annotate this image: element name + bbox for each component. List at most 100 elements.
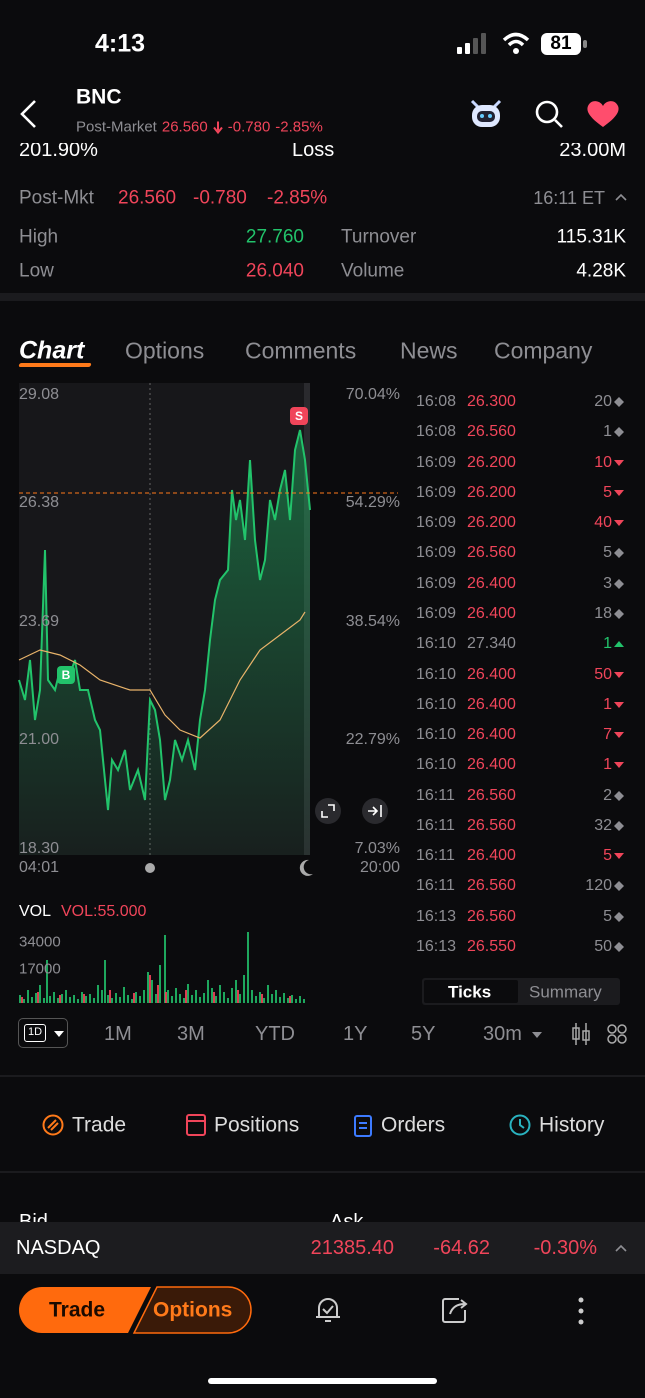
action[interactable]: Trade [72, 1113, 127, 1137]
share-icon[interactable] [441, 1296, 469, 1324]
more-icon[interactable] [577, 1296, 585, 1326]
tick-direction-shape [614, 489, 624, 496]
tick-direction [614, 942, 624, 953]
time-label: 20:00 [359, 859, 400, 876]
symbol: BNC [76, 85, 122, 109]
assistant-icon[interactable] [469, 97, 503, 129]
tick-price: 26.400 [467, 604, 516, 622]
period-selector[interactable] [18, 1018, 68, 1048]
price-label: 21.00 [19, 731, 60, 748]
tick-time: 16:09 [416, 514, 457, 532]
tick-direction-shape [614, 641, 624, 648]
tick-price: 26.400 [467, 665, 516, 683]
stat-value: 4.28K [576, 260, 626, 282]
period[interactable]: 1Y [343, 1023, 368, 1045]
tick-time: 16:11 [416, 847, 455, 865]
tab[interactable]: Options [125, 337, 205, 364]
tab[interactable]: Company [494, 337, 593, 364]
signal-icon [457, 33, 486, 54]
tick-time: 16:10 [416, 665, 457, 683]
tick-price: 26.300 [467, 393, 516, 410]
sell-marker[interactable]: S [290, 407, 308, 425]
options-button[interactable]: Options [153, 1298, 233, 1322]
tick-direction-shape [614, 911, 624, 922]
header-quote: Post-Market 26.560 -0.780 -2.85% [76, 119, 323, 136]
tick-price: 26.400 [467, 847, 516, 865]
price-label: 18.30 [19, 840, 60, 857]
index-bar[interactable] [0, 1222, 645, 1274]
tick-direction-shape [614, 548, 624, 559]
tick-size: 1 [603, 423, 612, 441]
price-label: 23.69 [19, 613, 60, 630]
ticks-tab[interactable]: Summary [529, 982, 602, 1002]
tick-direction-shape [614, 397, 624, 407]
tick-time: 16:11 [416, 877, 455, 895]
header-bg [0, 0, 645, 143]
history-icon [509, 1114, 531, 1136]
period[interactable]: 5Y [411, 1023, 436, 1045]
tab[interactable]: Comments [245, 337, 357, 364]
dropdown-icon [54, 1031, 64, 1037]
action[interactable]: Orders [381, 1113, 446, 1137]
collapse-icon[interactable] [615, 193, 627, 201]
tick-direction [614, 397, 624, 407]
tick-direction-shape [614, 790, 624, 801]
pct-label: 70.04% [345, 386, 400, 403]
period[interactable]: 3M [177, 1023, 205, 1045]
tick-direction-shape [614, 520, 624, 527]
dropdown-icon [532, 1032, 542, 1038]
trade-button[interactable]: Trade [49, 1298, 106, 1322]
tick-time: 16:11 [416, 816, 455, 834]
back-button[interactable] [18, 99, 38, 129]
tick-size: 2 [603, 786, 612, 804]
period[interactable]: 30m [483, 1023, 522, 1045]
session-label: Post-Market [76, 118, 157, 136]
post-mkt-change-pct: -2.85% [267, 187, 328, 209]
stat-label: High [19, 226, 59, 248]
tick-price: 26.560 [467, 816, 516, 834]
ticks-tab-active-bg [424, 980, 518, 1003]
tick-time: 16:13 [416, 938, 457, 956]
pct-label: 38.54% [345, 613, 400, 630]
tick-size: 50 [594, 665, 612, 683]
favorite-icon[interactable] [586, 99, 620, 129]
period[interactable]: 1M [104, 1023, 132, 1045]
volume-value: VOL:55.000 [61, 903, 147, 920]
separator [0, 1075, 645, 1077]
tick-price: 26.400 [467, 756, 516, 774]
tick-size: 20 [594, 393, 612, 410]
period-active[interactable]: 1D [24, 1024, 46, 1042]
tick-price: 26.560 [467, 907, 516, 925]
tick-size: 5 [603, 483, 612, 501]
expand-icon[interactable] [615, 1244, 627, 1252]
tick-time: 16:09 [416, 483, 457, 501]
ticks-tab[interactable]: Ticks [448, 982, 492, 1002]
tick-direction [614, 790, 624, 801]
period[interactable]: YTD [255, 1023, 295, 1045]
time-label: 04:01 [19, 859, 60, 876]
post-mkt-time: 16:11 ET [533, 188, 605, 208]
tick-time: 16:09 [416, 544, 457, 562]
tick-direction [614, 608, 624, 619]
tick-size: 18 [594, 604, 612, 622]
tick-direction [614, 762, 624, 769]
action[interactable]: History [539, 1113, 605, 1137]
action[interactable]: Positions [214, 1113, 300, 1137]
stat-value: 27.760 [245, 226, 304, 248]
search-icon[interactable] [534, 99, 564, 129]
pct-label: 7.03% [354, 840, 400, 857]
tab-active[interactable]: Chart [19, 336, 85, 365]
candle-icon[interactable] [571, 1023, 591, 1045]
tab[interactable]: News [400, 337, 458, 364]
tick-time: 16:10 [416, 726, 457, 744]
layout-icon[interactable] [607, 1024, 627, 1044]
tick-direction-shape [614, 942, 624, 953]
index-price: 21385.40 [310, 1237, 394, 1259]
post-mkt-change: -0.780 [193, 187, 247, 209]
alert-icon[interactable] [313, 1295, 343, 1325]
buy-marker[interactable]: B [57, 666, 75, 684]
tick-time: 16:09 [416, 453, 457, 471]
tick-direction [614, 820, 624, 831]
tick-size: 50 [594, 938, 612, 956]
